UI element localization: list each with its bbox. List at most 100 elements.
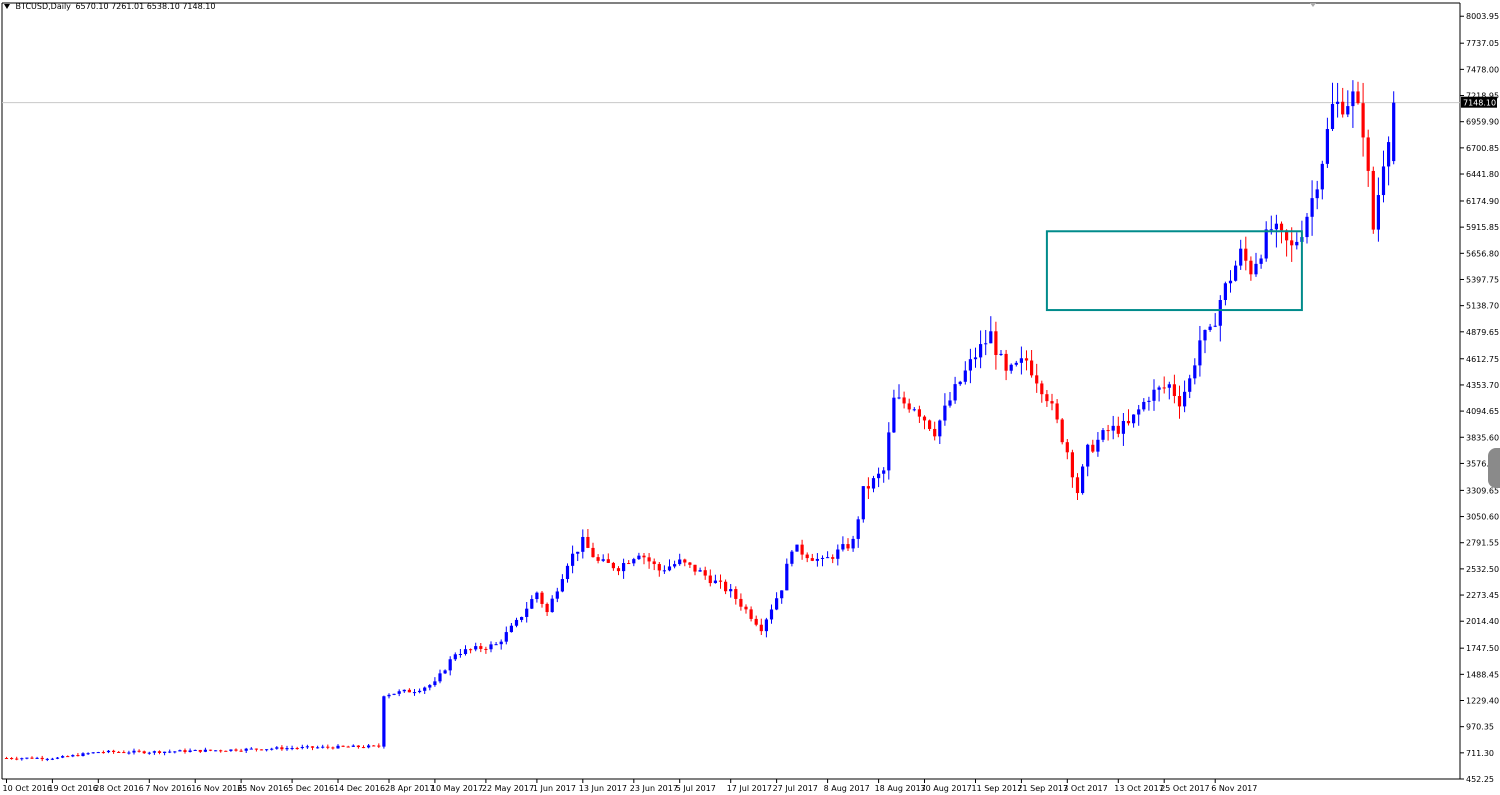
candle-body[interactable] (525, 608, 529, 617)
candle-body[interactable] (1330, 103, 1335, 130)
candle-body[interactable] (285, 748, 289, 750)
candle-body[interactable] (953, 384, 957, 401)
candle-body[interactable] (30, 757, 34, 759)
candle-body[interactable] (1172, 384, 1176, 397)
candle-body[interactable] (662, 570, 666, 572)
candle-body[interactable] (560, 579, 564, 592)
candle-body[interactable] (361, 747, 366, 749)
candle-body[interactable] (1086, 444, 1090, 467)
candle-body[interactable] (1030, 360, 1034, 376)
candle-body[interactable] (994, 331, 998, 356)
candle-body[interactable] (871, 478, 876, 489)
shift-marker-icon[interactable] (1310, 3, 1316, 7)
candle-body[interactable] (1065, 442, 1069, 453)
candle-body[interactable] (1019, 358, 1023, 363)
candle-body[interactable] (1361, 103, 1365, 138)
candle-body[interactable] (382, 696, 386, 747)
candle-body[interactable] (346, 746, 350, 748)
candle-body[interactable] (438, 673, 442, 682)
candle-body[interactable] (397, 691, 401, 694)
candle-body[interactable] (86, 753, 90, 755)
candle-body[interactable] (10, 758, 14, 760)
candle-body[interactable] (101, 752, 105, 754)
candle-body[interactable] (647, 557, 651, 562)
candle-body[interactable] (489, 644, 493, 650)
candle-body[interactable] (530, 599, 534, 609)
candle-body[interactable] (1305, 216, 1309, 238)
candle-body[interactable] (372, 745, 376, 747)
candle-body[interactable] (938, 420, 942, 437)
candle-body[interactable] (321, 746, 325, 748)
candle-body[interactable] (15, 758, 19, 760)
support-zone-rectangle[interactable] (1045, 230, 1303, 312)
candle-body[interactable] (1213, 325, 1217, 327)
candle-body[interactable] (1274, 223, 1278, 230)
candle-body[interactable] (1132, 414, 1136, 424)
candle-body[interactable] (316, 747, 320, 749)
candle-body[interactable] (474, 646, 478, 650)
candle-body[interactable] (1371, 170, 1375, 230)
candle-body[interactable] (509, 625, 513, 633)
candle-body[interactable] (514, 619, 519, 626)
candle-body[interactable] (1111, 425, 1115, 431)
candle-body[interactable] (606, 559, 610, 563)
candle-body[interactable] (601, 559, 605, 561)
candle-body[interactable] (1239, 248, 1243, 266)
candle-body[interactable] (412, 692, 417, 694)
candle-body[interactable] (657, 564, 661, 571)
candle-body[interactable] (234, 749, 238, 751)
candle-body[interactable] (984, 343, 988, 345)
candle-body[interactable] (295, 748, 299, 750)
candle-body[interactable] (224, 750, 228, 752)
candle-body[interactable] (152, 751, 156, 753)
candle-body[interactable] (1009, 364, 1013, 371)
candle-body[interactable] (50, 758, 54, 760)
candle-body[interactable] (1336, 101, 1340, 104)
candle-body[interactable] (214, 750, 218, 752)
candle-body[interactable] (443, 670, 447, 674)
candle-body[interactable] (20, 758, 24, 760)
candle-body[interactable] (469, 649, 473, 651)
candle-body[interactable] (55, 757, 60, 759)
candle-body[interactable] (76, 755, 80, 757)
candle-body[interactable] (132, 750, 136, 753)
candle-body[interactable] (4, 758, 9, 760)
candle-body[interactable] (1325, 129, 1329, 164)
candle-body[interactable] (463, 649, 468, 655)
candle-body[interactable] (683, 559, 687, 563)
candle-body[interactable] (1121, 420, 1125, 434)
candle-body[interactable] (851, 538, 855, 549)
candle-body[interactable] (769, 609, 774, 620)
candle-body[interactable] (106, 750, 111, 753)
candle-body[interactable] (1167, 384, 1171, 388)
candle-body[interactable] (1193, 365, 1197, 379)
candle-body[interactable] (331, 747, 335, 749)
candle-body[interactable] (219, 750, 223, 752)
candle-body[interactable] (423, 687, 427, 691)
candle-body[interactable] (1101, 430, 1105, 440)
candle-body[interactable] (535, 592, 539, 600)
candle-body[interactable] (759, 624, 763, 632)
candle-body[interactable] (479, 646, 483, 649)
candle-body[interactable] (555, 591, 559, 599)
candle-body[interactable] (433, 681, 437, 686)
candle-body[interactable] (1351, 91, 1355, 107)
candle-body[interactable] (922, 416, 927, 421)
candle-body[interactable] (326, 746, 330, 748)
candle-body[interactable] (1279, 223, 1284, 231)
candle-body[interactable] (999, 353, 1003, 356)
candle-body[interactable] (1106, 430, 1110, 432)
candle-body[interactable] (249, 748, 253, 750)
candle-body[interactable] (66, 756, 70, 758)
candle-body[interactable] (576, 551, 580, 554)
candle-body[interactable] (203, 749, 207, 752)
candle-body[interactable] (790, 551, 794, 564)
candle-body[interactable] (178, 750, 182, 752)
candle-body[interactable] (142, 751, 146, 754)
candle-body[interactable] (718, 580, 723, 582)
candle-body[interactable] (841, 544, 845, 550)
candle-body[interactable] (265, 749, 269, 751)
candle-body[interactable] (448, 659, 452, 671)
